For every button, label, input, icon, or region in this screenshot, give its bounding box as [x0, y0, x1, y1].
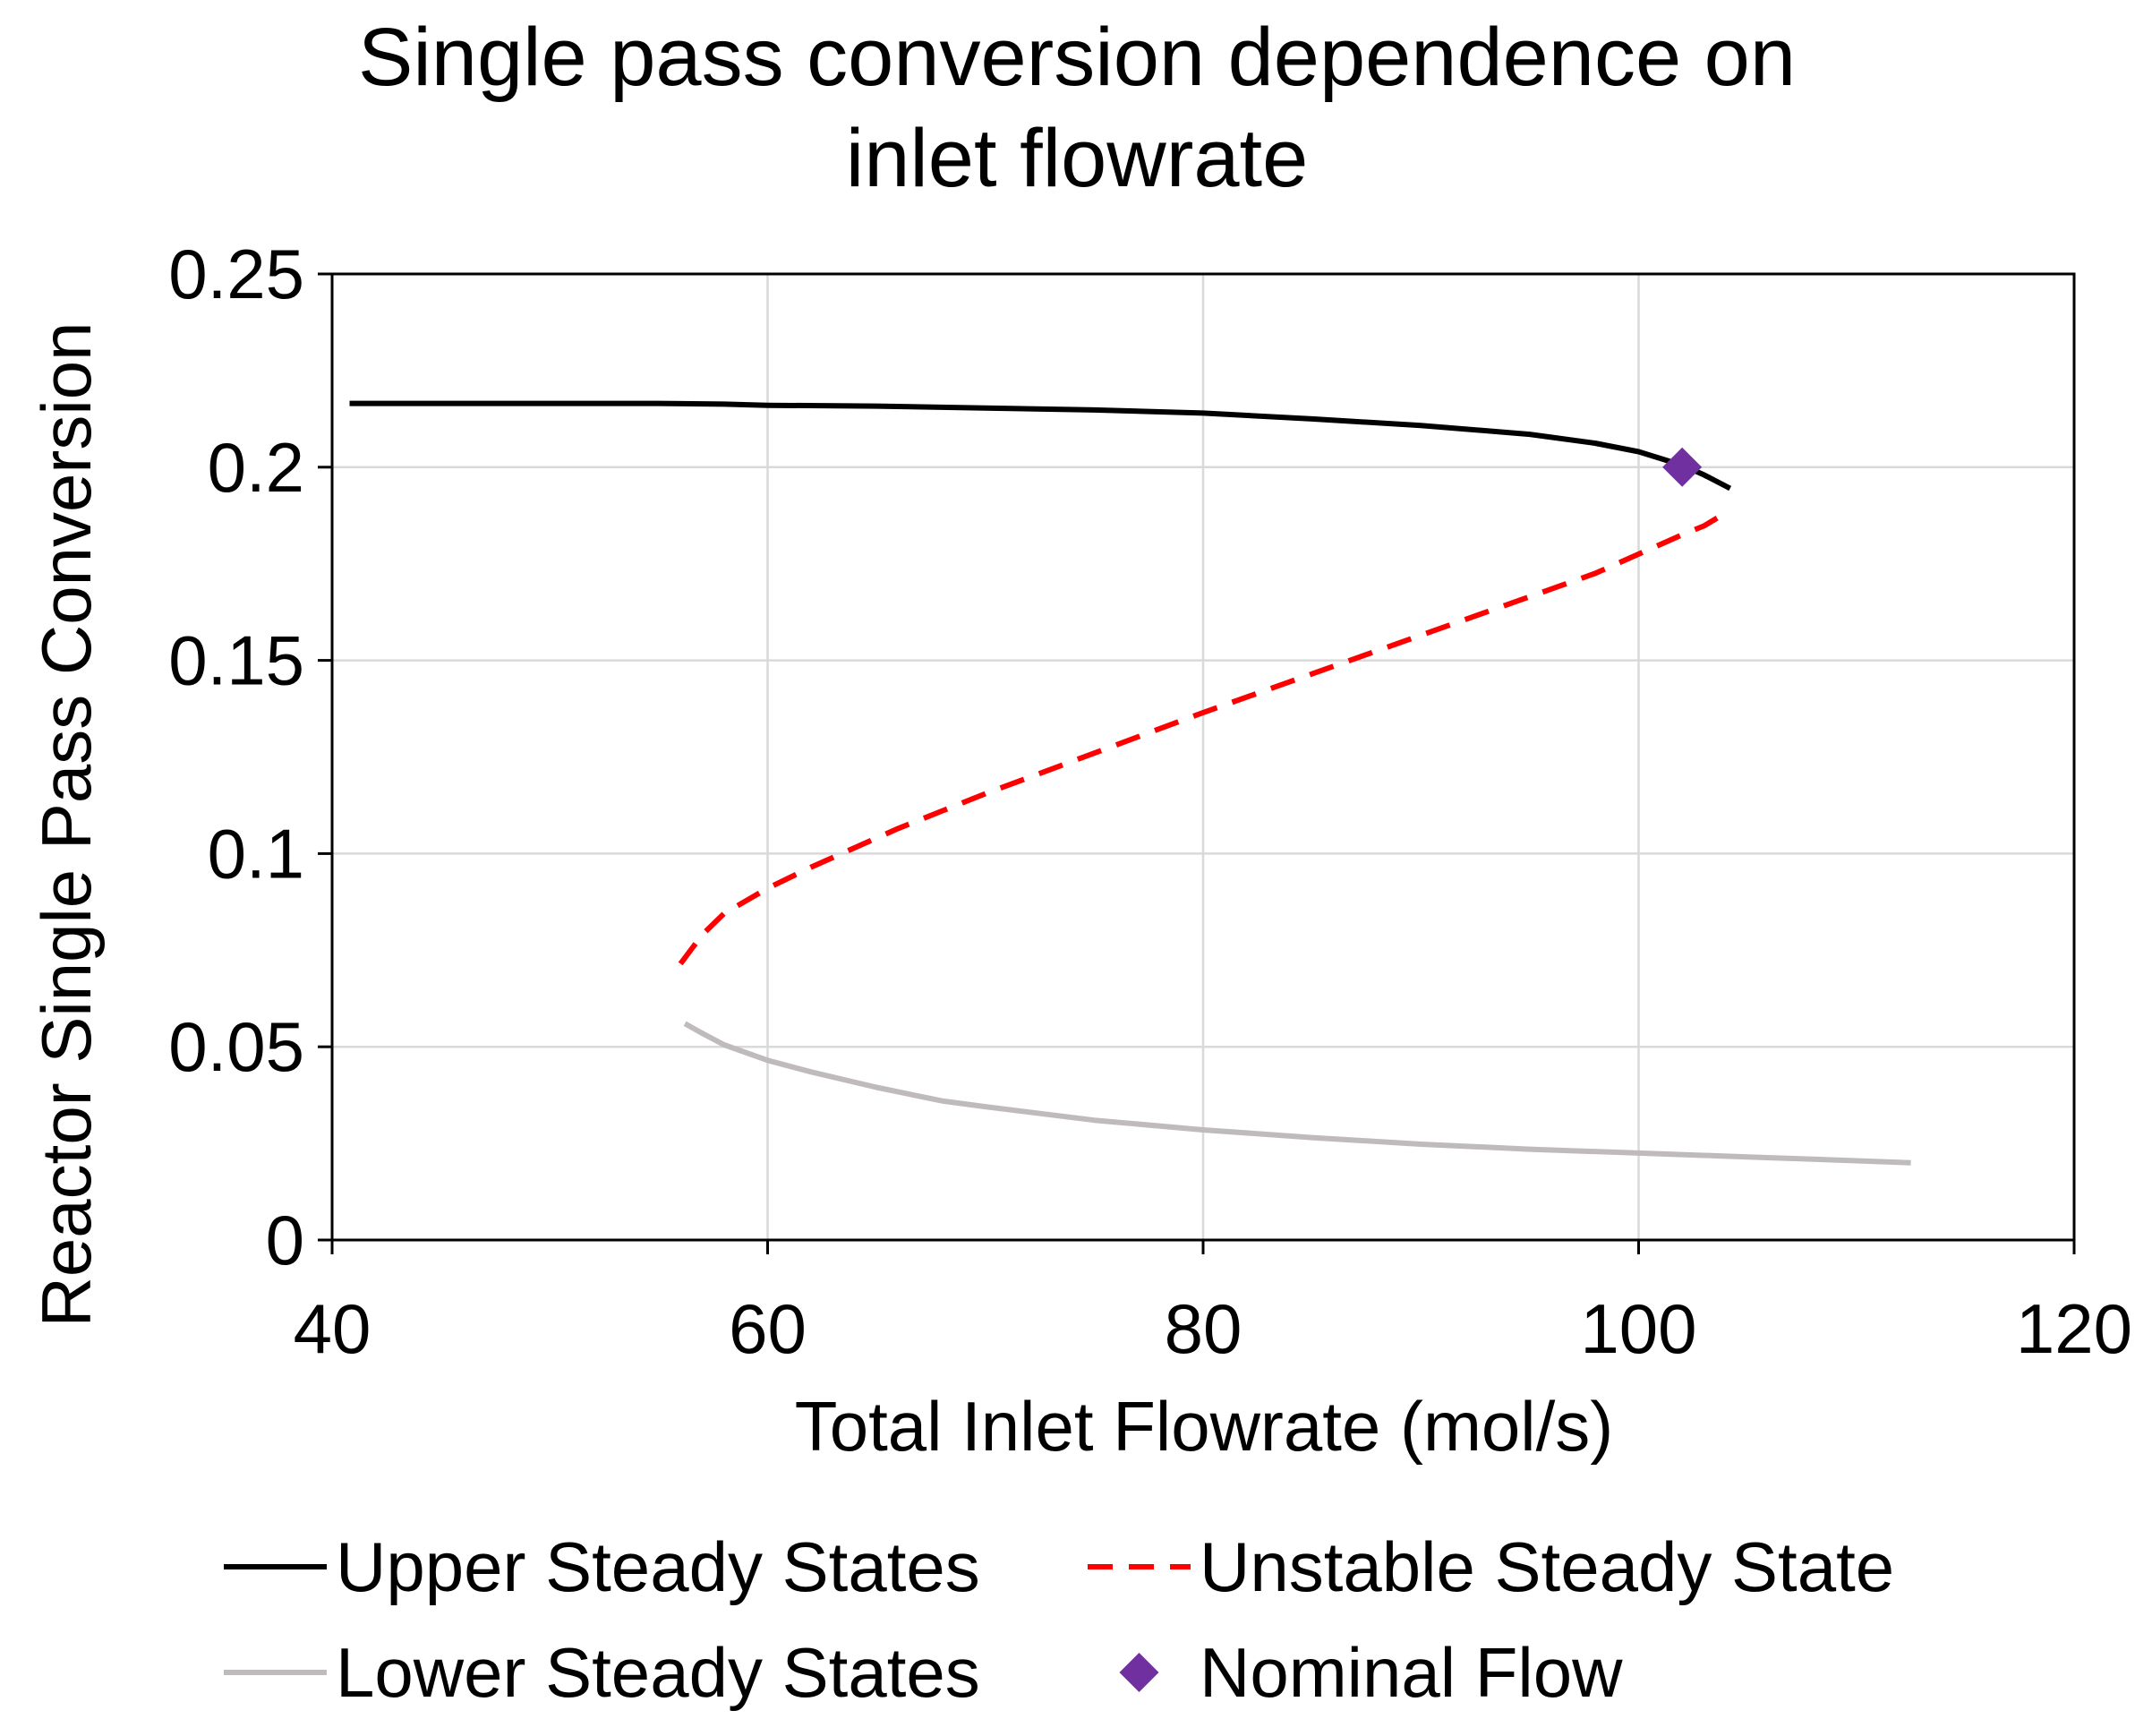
y-tick-label: 0.15 [168, 621, 304, 700]
axis-ticks: 40 60 80 100 120 0 0.05 0.1 0.15 0.2 0.25 [168, 235, 2132, 1368]
y-tick-label: 0 [266, 1201, 304, 1279]
chart-title-line-2: inlet flowrate [846, 113, 1308, 204]
x-tick-label: 60 [729, 1289, 807, 1368]
legend-label-upper-steady-states: Upper Steady States [336, 1527, 980, 1606]
legend-label-nominal-flow: Nominal Flow [1200, 1633, 1623, 1712]
y-tick-label: 0.05 [168, 1007, 304, 1086]
lower-steady-states-line [683, 1021, 1911, 1166]
chart-title-line-1: Single pass conversion dependence on [358, 12, 1796, 103]
y-axis-title: Reactor Single Pass Conversion [27, 322, 106, 1328]
x-tick-label: 100 [1580, 1289, 1696, 1368]
x-tick-label: 80 [1165, 1289, 1243, 1368]
y-tick-label: 0.1 [208, 814, 304, 893]
x-tick-label: 40 [294, 1289, 371, 1368]
plot-series [349, 400, 1911, 1166]
legend-swatch-nominal-flow [1119, 1653, 1159, 1692]
grid-lines [332, 274, 2074, 1240]
upper-steady-states-line [349, 400, 1732, 492]
x-axis-title: Total Inlet Flowrate (mol/s) [795, 1387, 1614, 1466]
legend: Upper Steady States Unstable Steady State… [224, 1527, 1894, 1712]
legend-label-lower-steady-states: Lower Steady States [336, 1633, 980, 1712]
unstable-steady-state-line [678, 513, 1723, 966]
x-tick-label: 120 [2016, 1289, 2132, 1368]
y-tick-label: 0.25 [168, 235, 304, 313]
nominal-flow-marker [1662, 447, 1703, 487]
y-tick-label: 0.2 [208, 428, 304, 507]
legend-label-unstable-steady-state: Unstable Steady State [1200, 1527, 1894, 1606]
